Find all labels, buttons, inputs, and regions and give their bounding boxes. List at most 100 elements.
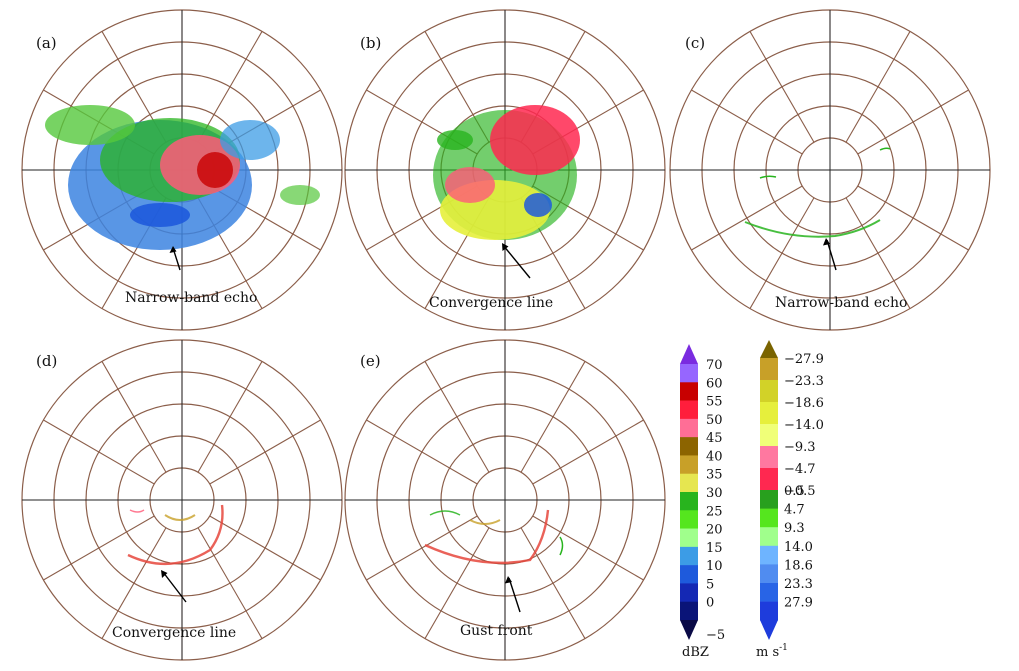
legend-velocity-swatch	[760, 424, 778, 447]
legend-velocity-label: −23.3	[784, 374, 824, 389]
legend-reflectivity-swatch	[680, 510, 698, 529]
panel-label-d: (d)	[36, 352, 57, 370]
legend-reflectivity-swatch	[680, 492, 698, 511]
legend-reflectivity-swatch	[680, 565, 698, 584]
azimuth-spoke	[532, 515, 644, 581]
legend-reflectivity-label: 15	[706, 541, 723, 556]
azimuth-spoke	[857, 89, 969, 155]
azimuth-spoke	[532, 419, 644, 485]
echo-a	[45, 105, 320, 250]
arrowhead-c	[823, 238, 830, 246]
legend-reflectivity-bottom-label: −5	[706, 628, 725, 643]
polar-grid-c	[669, 9, 991, 331]
legend-velocity-label: −18.6	[784, 396, 824, 411]
legend-velocity-swatch	[760, 490, 778, 509]
panel-b: (b) Convergence line	[344, 9, 666, 331]
legend-velocity-bins: −27.9 −23.3 −18.6 −14.0 −9.3 −4.7 −0.50.5 4.7 9.…	[760, 352, 824, 621]
legend-velocity-label: −0.5	[784, 484, 816, 499]
azimuth-spoke	[845, 197, 911, 309]
polar-grid-e	[344, 339, 666, 661]
legend-velocity-label: −9.3	[784, 440, 816, 455]
legend-velocity-swatch	[760, 601, 778, 621]
azimuth-spoke	[197, 31, 263, 143]
azimuth-spoke	[209, 515, 321, 581]
azimuth-spoke	[43, 419, 155, 485]
legend-reflectivity-swatch	[680, 473, 698, 493]
echo-d	[127, 504, 224, 565]
azimuth-spoke	[366, 419, 478, 485]
legend-velocity-label: −27.9	[784, 352, 824, 367]
legend-reflectivity-label: 50	[706, 413, 723, 428]
azimuth-spoke	[691, 185, 803, 251]
legend-velocity-label: 4.7	[784, 503, 805, 518]
legend-reflectivity-swatch	[680, 528, 698, 548]
annotation-a: Narrow-band echo	[125, 290, 257, 306]
legend-velocity-label: −4.7	[784, 462, 816, 477]
legend-reflectivity-label: 25	[706, 504, 723, 519]
legend-reflectivity-swatch	[680, 437, 698, 456]
panel-label-e: (e)	[360, 352, 381, 370]
legend-reflectivity-swatch	[680, 382, 698, 401]
legend-velocity-unit-text: m s	[756, 645, 779, 660]
azimuth-spoke	[749, 197, 815, 309]
legend-reflectivity-swatch	[680, 400, 698, 420]
azimuth-spoke	[749, 31, 815, 143]
legend-velocity-label: 18.6	[784, 558, 813, 573]
legend-velocity-unit: m s-1	[756, 643, 788, 660]
legend-velocity-swatch	[760, 508, 778, 528]
annotation-arrow-b	[502, 244, 531, 279]
panel-c: (c) Narrow-band echo	[669, 9, 991, 331]
arrowhead-b	[502, 243, 509, 251]
annotation-arrow-d	[162, 571, 187, 603]
legend-reflectivity-label: 0	[706, 596, 714, 611]
azimuth-spoke	[43, 515, 155, 581]
annotation-c: Narrow-band echo	[775, 295, 907, 311]
echo-b	[433, 105, 580, 240]
annotation-arrow-c	[826, 239, 837, 271]
azimuth-spoke	[209, 419, 321, 485]
panel-label-c: (c)	[685, 34, 705, 52]
legend-velocity-swatch	[760, 402, 778, 425]
legend-velocity: −27.9 −23.3 −18.6 −14.0 −9.3 −4.7 −0.50.5 4.7 9.…	[756, 340, 824, 660]
legend-velocity-swatch	[760, 583, 778, 602]
legend-reflectivity-label: 35	[706, 468, 723, 483]
panel-e: (e) Gust front	[344, 339, 666, 661]
legend-velocity-unit-exp: -1	[779, 643, 788, 653]
legend-reflectivity-label: 45	[706, 431, 723, 446]
annotation-arrow-e	[508, 577, 521, 613]
arrowhead-a	[169, 246, 177, 253]
legend-reflectivity-label: 10	[706, 559, 723, 574]
panel-label-a: (a)	[36, 34, 57, 52]
azimuth-spoke	[520, 361, 586, 473]
legend-velocity-bottom-arrow	[760, 620, 778, 640]
azimuth-spoke	[101, 527, 167, 639]
panel-label-b: (b)	[360, 34, 381, 52]
legend-velocity-top-arrow	[760, 340, 778, 358]
legend-reflectivity-label: 60	[706, 376, 723, 391]
azimuth-spoke	[691, 89, 803, 155]
annotation-b: Convergence line	[429, 295, 553, 311]
legend-velocity-label: 14.0	[784, 540, 813, 555]
azimuth-spoke	[424, 527, 490, 639]
legend-velocity-swatch	[760, 468, 778, 491]
legend-reflectivity-label: 20	[706, 523, 723, 538]
legend-velocity-label: 27.9	[784, 596, 813, 611]
legend-reflectivity-swatch	[680, 546, 698, 566]
legend-reflectivity-swatch	[680, 583, 698, 603]
annotation-d: Convergence line	[112, 625, 236, 641]
legend-reflectivity-unit: dBZ	[682, 645, 709, 660]
legend-reflectivity-swatch	[680, 455, 698, 475]
legend-velocity-label: 9.3	[784, 521, 805, 536]
legend-reflectivity-label: 55	[706, 395, 723, 410]
legend-velocity-label: −14.0	[784, 418, 824, 433]
annotation-e: Gust front	[460, 623, 533, 639]
polar-grid-d	[21, 339, 343, 661]
azimuth-spoke	[857, 185, 969, 251]
azimuth-spoke	[366, 515, 478, 581]
legend-velocity-label: 23.3	[784, 577, 813, 592]
legend-velocity-swatch	[760, 446, 778, 469]
legend-velocity-label: 0.5	[784, 484, 805, 499]
azimuth-spoke	[197, 361, 263, 473]
legend-reflectivity-label: 30	[706, 486, 723, 501]
